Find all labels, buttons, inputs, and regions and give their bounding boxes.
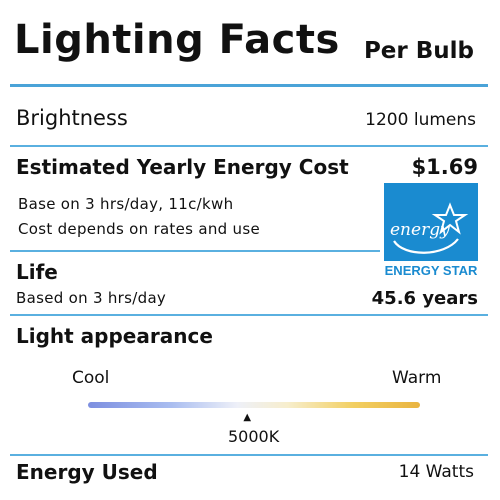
energy-star-script: energy (390, 220, 450, 240)
cool-label: Cool (72, 368, 110, 388)
energy-cost-value: $1.69 (411, 155, 478, 179)
brightness-label: Brightness (16, 106, 128, 130)
divider (10, 250, 380, 252)
divider (10, 314, 488, 316)
color-temperature-value: 5000K (228, 427, 280, 446)
warm-label: Warm (392, 368, 442, 388)
energy-star-band (384, 261, 478, 281)
energy-cost-note: Cost depends on rates and use (18, 220, 260, 238)
divider (10, 84, 488, 87)
energy-used-value: 14 Watts (398, 462, 474, 482)
light-appearance-label: Light appearance (16, 324, 213, 348)
page-title: Lighting Facts (14, 17, 340, 63)
divider (10, 145, 488, 147)
per-bulb-label: Per Bulb (363, 38, 474, 64)
life-note: Based on 3 hrs/day (16, 289, 167, 307)
life-value: 45.6 years (371, 288, 478, 309)
energy-star-text: ENERGY STAR (384, 263, 478, 278)
energy-cost-note: Base on 3 hrs/day, 11c/kwh (18, 195, 234, 213)
brightness-value: 1200 lumens (365, 110, 476, 130)
life-label: Life (16, 260, 58, 284)
color-temperature-marker-icon: ▲ (243, 412, 252, 423)
divider (10, 454, 488, 456)
color-temperature-scale (88, 402, 420, 408)
energy-star-icon: energy (390, 202, 469, 254)
energy-star-logo: energy ENERGY STAR (384, 183, 478, 281)
energy-cost-label: Estimated Yearly Energy Cost (16, 155, 349, 179)
energy-used-label: Energy Used (16, 460, 158, 484)
